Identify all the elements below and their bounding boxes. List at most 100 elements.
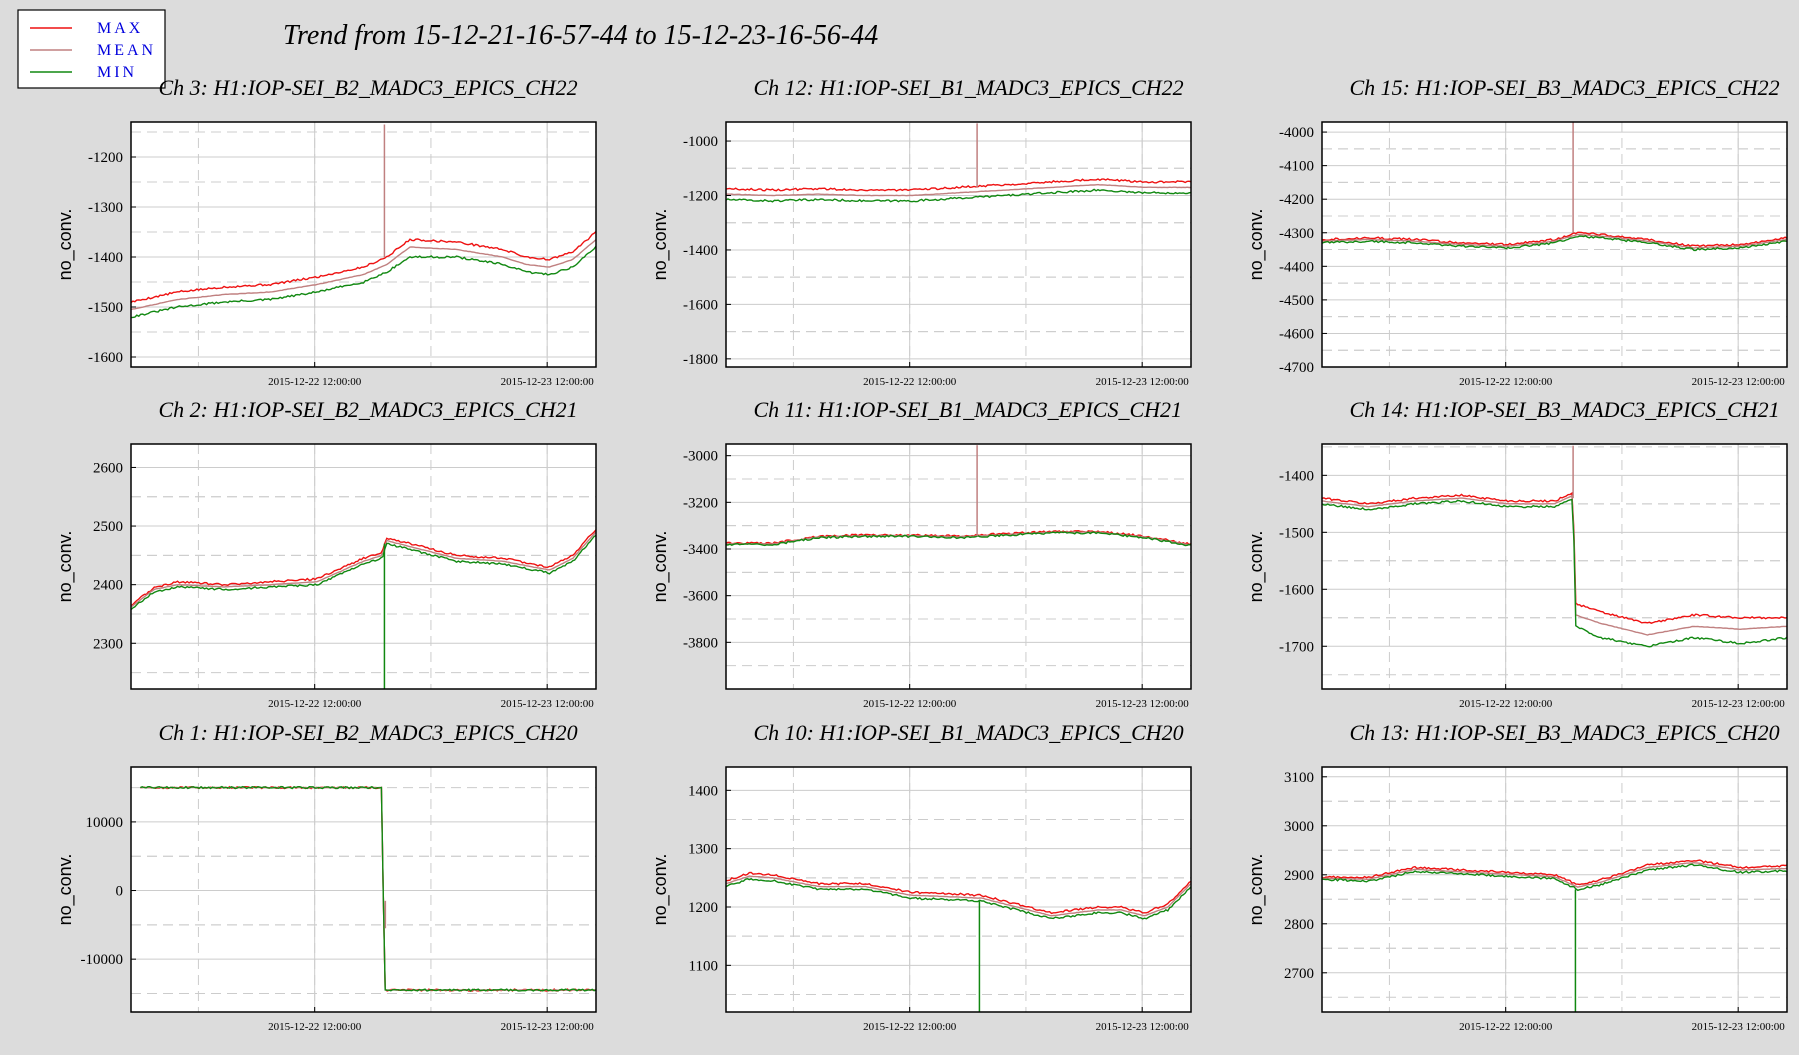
x-tick-label: 2015-12-23 12:00:00	[1692, 698, 1786, 710]
panel-title: Ch 14: H1:IOP-SEI_B3_MADC3_EPICS_CH21	[1350, 397, 1780, 422]
y-tick-label: -4400	[1279, 259, 1314, 275]
plot-area	[726, 767, 1191, 1012]
series-line-mean	[1322, 233, 1787, 249]
chart-panel: Ch 14: H1:IOP-SEI_B3_MADC3_EPICS_CH21 -14…	[1246, 397, 1788, 710]
y-tick-label: -1000	[683, 134, 718, 150]
series-line-max	[1322, 231, 1787, 248]
x-tick-label: 2015-12-22 12:00:00	[268, 698, 362, 710]
y-tick-label: -3000	[683, 449, 718, 465]
series-line-max	[1322, 859, 1787, 886]
y-tick-label: -1600	[88, 350, 123, 366]
x-tick-label: 2015-12-22 12:00:00	[1459, 1021, 1553, 1033]
x-tick-label: 2015-12-23 12:00:00	[1096, 376, 1190, 388]
panel-title: Ch 10: H1:IOP-SEI_B1_MADC3_EPICS_CH20	[754, 720, 1184, 745]
panel-title: Ch 12: H1:IOP-SEI_B1_MADC3_EPICS_CH22	[754, 75, 1184, 100]
x-tick-label: 2015-12-22 12:00:00	[268, 1021, 362, 1033]
y-tick-label: -4000	[1279, 125, 1314, 141]
y-axis-label: no_conv.	[1246, 854, 1267, 926]
panel-title: Ch 3: H1:IOP-SEI_B2_MADC3_EPICS_CH22	[159, 75, 578, 100]
y-tick-label: -1400	[683, 243, 718, 259]
chart-panel: Ch 12: H1:IOP-SEI_B1_MADC3_EPICS_CH22 -10…	[650, 75, 1192, 388]
y-tick-label: 1200	[688, 900, 718, 916]
plot-area	[1322, 122, 1787, 367]
y-tick-label: -4100	[1279, 159, 1314, 175]
plot-border	[130, 121, 597, 368]
panel-title: Ch 11: H1:IOP-SEI_B1_MADC3_EPICS_CH21	[754, 397, 1183, 422]
plot-area	[131, 122, 596, 367]
y-tick-label: 3100	[1284, 770, 1314, 786]
figure-title: Trend from 15-12-21-16-57-44 to 15-12-23…	[283, 20, 878, 51]
series-line-min	[131, 245, 596, 319]
y-tick-label: 3000	[1284, 819, 1314, 835]
chart-panel: Ch 13: H1:IOP-SEI_B3_MADC3_EPICS_CH20 310…	[1246, 720, 1788, 1033]
y-tick-label: -1700	[1279, 639, 1314, 655]
x-tick-label: 2015-12-22 12:00:00	[268, 376, 362, 388]
x-tick-label: 2015-12-23 12:00:00	[1692, 376, 1786, 388]
chart-panel: Ch 1: H1:IOP-SEI_B2_MADC3_EPICS_CH20 1000…	[55, 720, 597, 1033]
series-line-max	[1322, 491, 1787, 624]
plot-border	[725, 121, 1192, 368]
series-line-min	[1322, 863, 1787, 892]
chart-panel: Ch 10: H1:IOP-SEI_B1_MADC3_EPICS_CH20 140…	[650, 720, 1192, 1033]
y-tick-label: 2900	[1284, 868, 1314, 884]
plot-area	[1322, 767, 1787, 1012]
y-tick-label: -3600	[683, 589, 718, 605]
y-tick-label: -3200	[683, 495, 718, 511]
y-tick-label: -1500	[1279, 525, 1314, 541]
chart-panel: Ch 15: H1:IOP-SEI_B3_MADC3_EPICS_CH22 -40…	[1246, 75, 1788, 388]
y-tick-label: 2400	[93, 578, 123, 594]
x-tick-label: 2015-12-22 12:00:00	[863, 698, 957, 710]
y-tick-label: -4600	[1279, 326, 1314, 342]
y-tick-label: 2600	[93, 460, 123, 476]
y-tick-label: -1600	[683, 297, 718, 313]
series-line-max	[131, 230, 596, 304]
y-tick-label: -1800	[683, 352, 718, 368]
chart-panel: Ch 3: H1:IOP-SEI_B2_MADC3_EPICS_CH22 -120…	[55, 75, 597, 388]
series-line-max	[726, 178, 1191, 192]
series-line-mean	[726, 875, 1191, 917]
series-line-mean	[131, 531, 596, 608]
x-tick-label: 2015-12-23 12:00:00	[1096, 698, 1190, 710]
y-tick-label: 1400	[688, 783, 718, 799]
x-tick-label: 2015-12-22 12:00:00	[863, 1021, 957, 1033]
series-line-min	[131, 534, 596, 611]
y-tick-label: -1400	[88, 250, 123, 266]
y-tick-label: -1400	[1279, 468, 1314, 484]
y-tick-label: 2300	[93, 636, 123, 652]
series-line-max	[131, 529, 596, 607]
panel-title: Ch 15: H1:IOP-SEI_B3_MADC3_EPICS_CH22	[1350, 75, 1780, 100]
series-line-min	[726, 531, 1191, 547]
x-tick-label: 2015-12-23 12:00:00	[501, 376, 595, 388]
plot-area	[726, 122, 1191, 367]
y-tick-label: -4700	[1279, 360, 1314, 376]
plot-border	[130, 766, 597, 1013]
x-tick-label: 2015-12-22 12:00:00	[1459, 376, 1553, 388]
plot-border	[725, 766, 1192, 1013]
y-tick-label: 1300	[688, 842, 718, 858]
x-tick-label: 2015-12-23 12:00:00	[1692, 1021, 1786, 1033]
plot-border	[1321, 121, 1788, 368]
series-line-min	[1322, 235, 1787, 252]
series-line-mean	[1322, 861, 1787, 888]
y-tick-label: -4300	[1279, 226, 1314, 242]
y-tick-label: 2700	[1284, 966, 1314, 982]
x-tick-label: 2015-12-22 12:00:00	[863, 376, 957, 388]
y-tick-label: 2500	[93, 519, 123, 535]
y-tick-label: 10000	[86, 815, 124, 831]
y-tick-label: -3800	[683, 635, 718, 651]
y-tick-label: -3400	[683, 542, 718, 558]
plot-border	[1321, 766, 1788, 1013]
y-tick-label: 0	[116, 884, 124, 900]
y-axis-label: no_conv.	[55, 209, 76, 281]
legend-label-min: MIN	[97, 64, 137, 81]
plot-area	[1322, 444, 1787, 689]
series-line-mean	[131, 239, 596, 311]
chart-panel: Ch 2: H1:IOP-SEI_B2_MADC3_EPICS_CH21 2600…	[55, 397, 597, 710]
series-line-max	[726, 871, 1191, 915]
series-line-mean	[1322, 494, 1787, 636]
plot-border	[1321, 443, 1788, 690]
y-axis-label: no_conv.	[55, 531, 76, 603]
series-line-min	[1322, 498, 1787, 648]
panels: Ch 3: H1:IOP-SEI_B2_MADC3_EPICS_CH22 -120…	[55, 75, 1788, 1033]
y-axis-label: no_conv.	[650, 209, 671, 281]
